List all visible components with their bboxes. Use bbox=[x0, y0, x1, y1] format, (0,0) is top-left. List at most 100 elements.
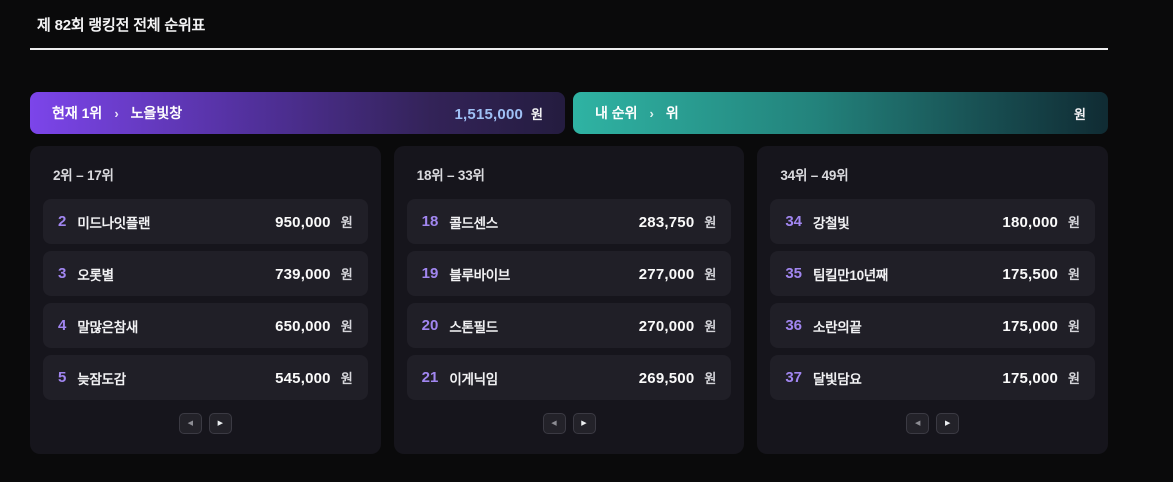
row-amount-group: 180,000 원 bbox=[1002, 212, 1080, 231]
player-name: 오롯별 bbox=[77, 267, 114, 283]
row-amount: 270,000 bbox=[638, 318, 695, 335]
currency-label: 원 bbox=[1068, 267, 1081, 282]
currency-label: 원 bbox=[704, 371, 717, 386]
player-name: 달빛담요 bbox=[813, 371, 862, 387]
row-amount: 269,500 bbox=[638, 370, 695, 387]
ranking-row: 3 오롯별 739,000 원 bbox=[43, 251, 368, 296]
column-range-label: 2위 – 17위 bbox=[53, 168, 114, 183]
pagination-prev-button[interactable]: ◀ bbox=[178, 413, 202, 434]
ranking-row: 36 소란의끝 175,000 원 bbox=[770, 303, 1096, 348]
banner-current-top: 현재 1위 › 노을빛창 1,515,000 원 bbox=[30, 92, 565, 134]
row-amount: 180,000 bbox=[1002, 214, 1059, 231]
my-rank-value: 위 bbox=[665, 105, 679, 121]
ranking-columns: 2위 – 17위 2 미드나잇플랜 950,000 원 3 오롯별 739,00… bbox=[30, 146, 1109, 454]
rank-number: 5 bbox=[58, 369, 67, 386]
current-top-amount-group: 1,515,000 원 bbox=[455, 104, 544, 123]
row-amount: 175,000 bbox=[1002, 318, 1059, 335]
rank-number: 19 bbox=[421, 265, 439, 282]
row-amount-group: 950,000 원 bbox=[275, 212, 353, 231]
rank-number: 18 bbox=[421, 213, 439, 230]
pagination-next-button[interactable]: ▶ bbox=[572, 413, 596, 434]
row-amount: 283,750 bbox=[638, 214, 695, 231]
page-title: 제 82회 랭킹전 전체 순위표 bbox=[37, 17, 206, 34]
row-amount: 739,000 bbox=[275, 266, 331, 283]
pagination-next-button[interactable]: ▶ bbox=[936, 413, 960, 434]
player-name: 이게닉임 bbox=[449, 371, 498, 387]
ranking-row: 18 콜드센스 283,750 원 bbox=[406, 199, 732, 244]
ranking-rows: 2 미드나잇플랜 950,000 원 3 오롯별 739,000 원 4 말많은… bbox=[43, 199, 368, 400]
pagination-prev-button[interactable]: ◀ bbox=[542, 413, 566, 434]
next-arrow-icon: ▶ bbox=[581, 420, 587, 427]
currency-label: 원 bbox=[1068, 371, 1081, 386]
prev-arrow-icon: ◀ bbox=[187, 420, 194, 427]
currency-label: 원 bbox=[704, 215, 717, 230]
rank-number: 21 bbox=[421, 369, 439, 386]
row-amount: 277,000 bbox=[638, 266, 695, 283]
player-name: 소란의끝 bbox=[813, 319, 862, 335]
next-arrow-icon: ▶ bbox=[944, 420, 951, 427]
rank-number: 2 bbox=[58, 213, 67, 230]
ranking-row: 35 팀킬만10년째 175,500 원 bbox=[770, 251, 1096, 296]
ranking-row: 34 강철빛 180,000 원 bbox=[770, 199, 1096, 244]
currency-label: 원 bbox=[1068, 319, 1081, 334]
currency-label: 원 bbox=[704, 267, 717, 282]
ranking-row: 19 블루바이브 277,000 원 bbox=[406, 251, 732, 296]
player-name: 콜드센스 bbox=[449, 215, 498, 231]
my-rank-label: 내 순위 bbox=[595, 105, 638, 121]
player-name: 늦잠도감 bbox=[77, 371, 126, 387]
currency-label: 원 bbox=[1068, 215, 1081, 230]
ranking-row: 4 말많은참새 650,000 원 bbox=[43, 303, 368, 348]
player-name: 블루바이브 bbox=[449, 267, 510, 283]
player-name: 스톤필드 bbox=[449, 319, 498, 335]
current-top-name: 노을빛창 bbox=[130, 105, 183, 121]
prev-arrow-icon: ◀ bbox=[551, 420, 557, 427]
ranking-column-card: 34위 – 49위 34 강철빛 180,000 원 35 팀킬만10년째 17… bbox=[757, 146, 1109, 454]
currency-label: 원 bbox=[340, 215, 353, 230]
pagination-prev-button[interactable]: ◀ bbox=[906, 413, 930, 434]
row-amount-group: 739,000 원 bbox=[275, 264, 353, 283]
pagination: ◀ ▶ bbox=[407, 413, 732, 434]
title-divider bbox=[30, 48, 1108, 50]
row-amount-group: 269,500 원 bbox=[639, 368, 717, 387]
ranking-column-card: 2위 – 17위 2 미드나잇플랜 950,000 원 3 오롯별 739,00… bbox=[30, 146, 381, 454]
pagination-next-button[interactable]: ▶ bbox=[208, 413, 232, 434]
rank-number: 37 bbox=[785, 369, 803, 386]
ranking-row: 37 달빛담요 175,000 원 bbox=[770, 355, 1096, 400]
pagination: ◀ ▶ bbox=[43, 413, 368, 434]
row-amount-group: 277,000 원 bbox=[639, 264, 717, 283]
ranking-row: 20 스톤필드 270,000 원 bbox=[406, 303, 732, 348]
player-name: 팀킬만10년째 bbox=[813, 267, 889, 283]
ranking-row: 2 미드나잇플랜 950,000 원 bbox=[43, 199, 368, 244]
chevron-right-icon: › bbox=[649, 105, 654, 121]
rank-number: 35 bbox=[785, 265, 803, 282]
player-name: 미드나잇플랜 bbox=[77, 215, 151, 231]
rank-number: 36 bbox=[785, 317, 803, 334]
rank-number: 20 bbox=[421, 317, 439, 334]
row-amount-group: 545,000 원 bbox=[275, 368, 353, 387]
column-range-label: 34위 – 49위 bbox=[780, 168, 849, 183]
ranking-column-card: 18위 – 33위 18 콜드센스 283,750 원 19 블루바이브 277… bbox=[393, 146, 745, 454]
currency-label: 원 bbox=[340, 319, 353, 334]
ranking-row: 21 이게닉임 269,500 원 bbox=[406, 355, 732, 400]
currency-label: 원 bbox=[340, 267, 353, 282]
prev-arrow-icon: ◀ bbox=[914, 420, 921, 427]
chevron-right-icon: › bbox=[114, 105, 119, 121]
pagination: ◀ ▶ bbox=[770, 413, 1095, 434]
row-amount: 950,000 bbox=[275, 214, 331, 231]
column-range-label: 18위 – 33위 bbox=[416, 168, 485, 183]
row-amount: 175,000 bbox=[1002, 370, 1059, 387]
row-amount-group: 270,000 원 bbox=[639, 316, 717, 335]
current-top-label: 현재 1위 bbox=[52, 105, 103, 121]
ranking-page: 제 82회 랭킹전 전체 순위표 현재 1위 › 노을빛창 1,515,000 … bbox=[30, 0, 1109, 454]
summary-banners: 현재 1위 › 노을빛창 1,515,000 원 내 순위 › 위 원 bbox=[30, 92, 1108, 134]
row-amount-group: 175,000 원 bbox=[1002, 368, 1080, 387]
row-amount-group: 175,500 원 bbox=[1002, 264, 1080, 283]
player-name: 말많은참새 bbox=[77, 319, 138, 335]
ranking-rows: 18 콜드센스 283,750 원 19 블루바이브 277,000 원 20 … bbox=[406, 199, 732, 400]
currency-label: 원 bbox=[1074, 106, 1086, 122]
row-amount: 545,000 bbox=[275, 370, 331, 387]
rank-number: 3 bbox=[58, 265, 67, 282]
rank-number: 34 bbox=[785, 213, 803, 230]
banner-my-rank: 내 순위 › 위 원 bbox=[573, 92, 1108, 134]
currency-label: 원 bbox=[340, 371, 353, 386]
